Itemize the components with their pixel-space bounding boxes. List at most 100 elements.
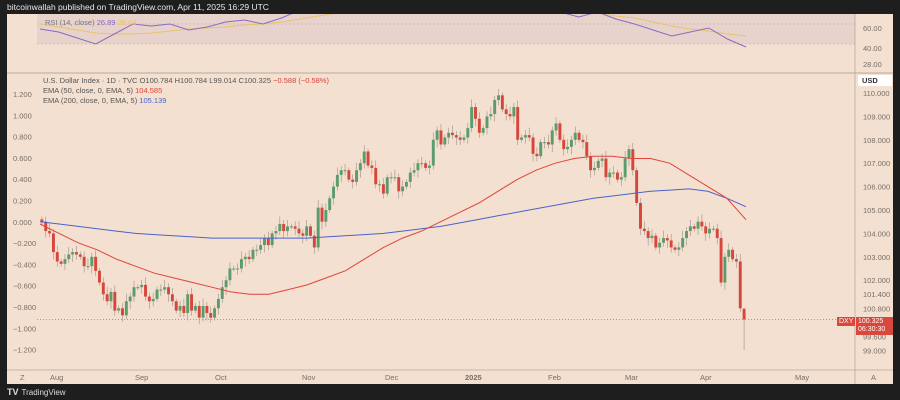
candle-body <box>696 221 700 229</box>
candle <box>243 252 247 267</box>
ema200-line <box>39 188 747 239</box>
candle-body <box>646 231 650 239</box>
chart-legend: U.S. Dollar Index · 1D · TVC O100.784 H1… <box>43 76 329 106</box>
candle <box>182 298 186 317</box>
candle <box>178 300 182 317</box>
candle-body <box>523 135 527 138</box>
candle <box>554 117 558 136</box>
left-scale-tick: −0.800 <box>13 303 36 312</box>
month-label: Oct <box>215 373 228 382</box>
low-value: L99.014 <box>209 76 237 85</box>
goto-date-button[interactable]: Z <box>20 373 25 382</box>
chart-canvas[interactable]: 60.00 40.00 28.00 110.000 109.000 108.000 107.… <box>7 14 893 384</box>
candle <box>247 250 251 265</box>
candle <box>527 127 531 142</box>
candle <box>546 134 550 149</box>
candle <box>443 134 447 148</box>
ema200-value: 105.139 <box>139 96 167 105</box>
candle-body <box>493 100 497 115</box>
candle <box>596 158 600 171</box>
candle-body <box>301 233 305 236</box>
candle-body <box>343 170 347 172</box>
candle-body <box>243 256 247 260</box>
candle-body <box>224 280 228 288</box>
candle <box>719 230 723 287</box>
candle <box>155 286 159 302</box>
candle <box>627 145 631 167</box>
candle <box>447 127 451 144</box>
candle <box>665 234 669 248</box>
candle <box>117 305 121 314</box>
candle-body <box>623 158 627 178</box>
candle <box>316 200 320 252</box>
candle <box>696 216 700 236</box>
candle-body <box>247 256 251 260</box>
candle <box>124 293 128 320</box>
candle-body <box>205 305 209 313</box>
candle-body <box>286 226 289 232</box>
candle <box>581 134 585 149</box>
candle-body <box>71 252 75 255</box>
candle <box>190 287 194 316</box>
candle <box>600 153 604 168</box>
candle-body <box>274 231 278 234</box>
month-label: Aug <box>50 373 63 382</box>
candle-body <box>339 170 343 175</box>
candle <box>734 253 738 268</box>
candle-body <box>558 123 562 140</box>
candle <box>274 225 278 240</box>
candle-body <box>677 247 681 250</box>
candle-body <box>389 177 393 179</box>
price-tick: 106.000 <box>863 183 890 192</box>
change-value: −0.588 (−0.58%) <box>273 76 329 85</box>
candle-body <box>543 142 547 144</box>
candle-body <box>98 270 101 283</box>
candle <box>424 160 428 171</box>
candle <box>309 223 312 239</box>
candle <box>485 111 489 135</box>
left-scale-tick: −1.000 <box>13 324 36 333</box>
candle <box>592 161 596 176</box>
candle-body <box>278 224 282 232</box>
candle <box>700 214 704 231</box>
price-tick: 101.400 <box>863 290 890 299</box>
candle-body <box>174 301 178 311</box>
price-tick: 102.000 <box>863 276 890 285</box>
candle <box>685 227 688 246</box>
candle-body <box>420 163 424 165</box>
price-tick: 110.000 <box>863 89 890 98</box>
candle <box>286 220 289 237</box>
candle-body <box>727 249 731 257</box>
candle <box>669 234 673 253</box>
chart-panel[interactable]: 60.00 40.00 28.00 110.000 109.000 108.000 107.… <box>7 14 893 384</box>
left-scale-tick: −0.400 <box>13 260 36 269</box>
candle-body <box>309 226 312 236</box>
candle-body <box>642 228 646 232</box>
currency-button[interactable]: USD <box>858 75 892 86</box>
candle <box>658 237 662 254</box>
candle <box>650 229 654 244</box>
auto-scale-button[interactable]: A <box>871 373 876 382</box>
candle-body <box>366 151 370 166</box>
candle <box>232 265 236 272</box>
candle-body <box>416 163 420 171</box>
candle <box>82 251 86 273</box>
candle <box>493 96 497 122</box>
candle <box>140 279 144 294</box>
rsi-band <box>37 14 855 44</box>
candle-body <box>59 261 63 264</box>
candle <box>63 253 67 271</box>
candle <box>339 166 343 183</box>
candle-body <box>347 170 351 180</box>
candle <box>293 221 297 236</box>
candle-body <box>550 130 554 145</box>
candle-body <box>431 139 435 166</box>
candle <box>312 230 316 254</box>
candle <box>500 92 504 113</box>
candle <box>378 180 382 192</box>
candle <box>159 284 163 296</box>
left-scale-tick: 0.000 <box>13 218 32 227</box>
tradingview-logo[interactable]: TV TradingView <box>7 387 66 397</box>
candle <box>616 169 619 183</box>
candle-body <box>197 305 201 318</box>
